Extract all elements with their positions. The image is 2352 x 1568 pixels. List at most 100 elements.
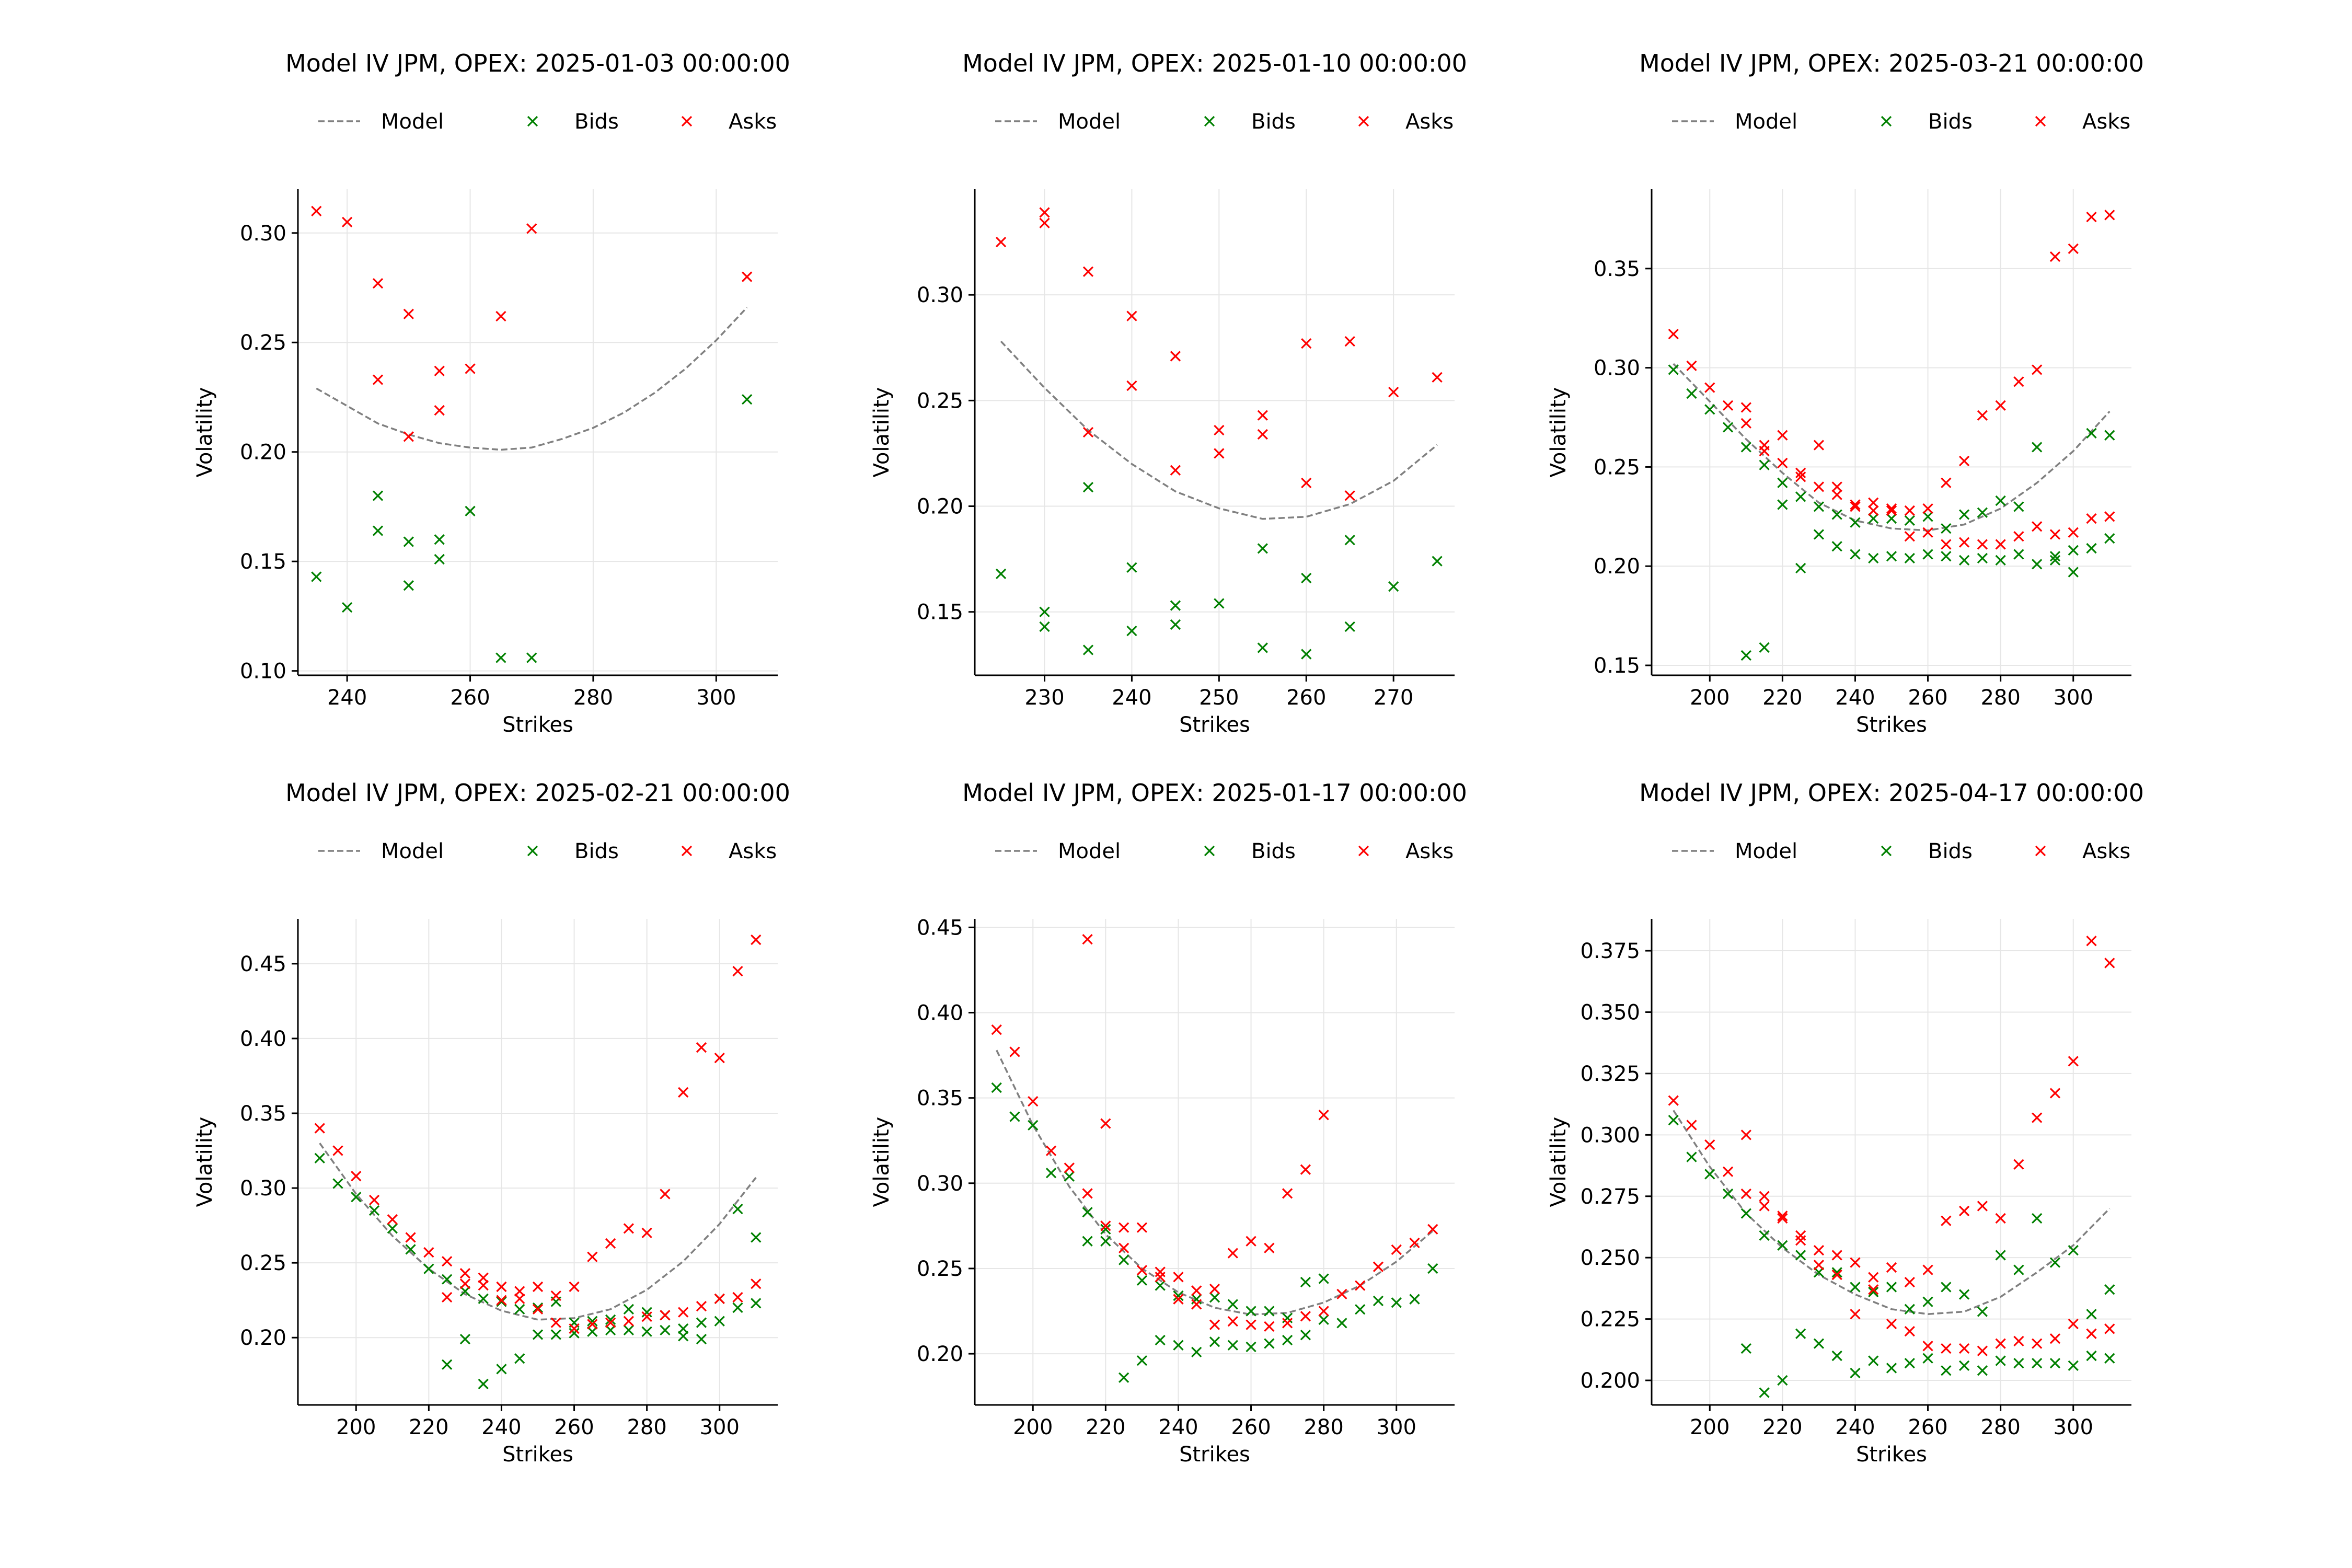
ask-point [1336,1288,1347,1300]
bid-point [2104,533,2115,544]
x-tick-label: 260 [1286,686,1326,710]
ask-point [2032,1338,2043,1349]
bid-point [2032,559,2043,570]
legend-label: Asks [2082,839,2130,863]
ask-point [2104,210,2115,221]
ask-point [311,205,322,217]
chart-panel-5: 200 220 240 260 280 300 0.20 0.25 0.30 0.35 0.40 0.… [870,779,1467,1467]
bid-point [1995,1355,2006,1366]
ask-point [641,1227,652,1239]
bid-point [1427,1263,1438,1274]
ask-point [1941,539,1952,550]
y-tick-label: 0.30 [917,1172,963,1196]
bid-point [1977,552,1988,564]
bid-point [1977,1306,1988,1317]
ask-point [1941,1215,1952,1226]
y-tick-label: 0.20 [1594,555,1640,579]
ask-point [605,1317,616,1328]
x-tick-label: 240 [1158,1415,1198,1439]
bid-point [1831,1267,1842,1278]
x-tick-label: 220 [1762,686,1802,710]
bid-point [1668,1115,1679,1126]
ask-point [2068,1318,2079,1330]
ask-point [1045,1145,1057,1156]
bid-point [1941,551,1952,562]
bid-point [2032,1213,2043,1224]
ask-point [2086,1328,2097,1339]
ask-point [696,1042,707,1053]
legend-asks-swatch [681,116,693,127]
ask-point [995,236,1007,248]
ask-point [1868,1272,1879,1283]
x-tick-label: 200 [1013,1415,1053,1439]
chart-panel-1: 240 260 280 300 0.10 0.15 0.20 0.25 0.30 Strikes V… [193,49,790,737]
ask-point [1977,1345,1988,1356]
y-tick-label: 0.225 [1580,1308,1640,1332]
ask-point [1686,1120,1697,1131]
bid-point [1126,562,1137,573]
bid-point [1977,507,1988,518]
ask-point [1777,430,1788,441]
bid-point [387,1223,398,1234]
ask-point [1759,445,1770,457]
bid-point [2086,428,2097,439]
ask-point [2032,521,2043,532]
ask-point [1831,1250,1842,1261]
ask-point [1191,1299,1202,1310]
ask-point [1704,1139,1715,1150]
bid-point [1941,523,1952,534]
bid-point [442,1359,453,1370]
ask-point [1209,1283,1220,1295]
chart-title: Model IV JPM, OPEX: 2025-03-21 00:00:00 [1639,49,2144,77]
bid-point [1039,621,1050,632]
bid-point [1977,1365,1988,1376]
ask-point [1977,410,1988,421]
ask-point [1704,382,1715,393]
legend-asks-swatch [2035,845,2046,857]
bid-point [1136,1275,1148,1286]
ask-point [1813,1244,1825,1256]
ask-point [496,1295,507,1306]
legend-asks-swatch [681,845,693,857]
ask-point [1191,1285,1202,1296]
bid-point [434,554,445,565]
ask-point [1977,539,1988,550]
bid-point [1355,1304,1366,1315]
ask-point [1922,503,1933,514]
x-tick-label: 260 [450,686,490,710]
bid-point [1282,1334,1293,1346]
y-tick-label: 0.35 [240,1102,286,1126]
bid-point [605,1324,616,1336]
ask-point [2049,251,2061,262]
ask-point [1995,1213,2006,1224]
bid-point [2013,549,2024,560]
y-tick-label: 0.10 [240,660,286,684]
bid-point [1170,600,1181,611]
model-curve [1673,363,2111,532]
legend-asks-swatch [1358,845,1369,857]
bid-point [532,1329,544,1340]
bid-point [1155,1280,1166,1291]
bid-point [1941,1365,1952,1376]
bid-point [496,1364,507,1375]
ask-point [1126,310,1137,321]
y-tick-label: 0.15 [1594,654,1640,678]
ask-point [1904,1325,1915,1337]
ask-point [1136,1265,1148,1276]
ask-point [550,1317,561,1328]
bid-point [1388,581,1399,592]
ask-point [332,1145,343,1156]
chart-title: Model IV JPM, OPEX: 2025-02-21 00:00:00 [285,779,790,807]
bid-point [514,1304,525,1315]
bid-point [696,1333,707,1345]
bid-point [1126,625,1137,637]
ask-point [1257,410,1268,421]
y-axis-label: Volatility [1547,1117,1571,1207]
bid-point [678,1323,689,1334]
ask-point [1214,448,1225,459]
bid-point [732,1204,743,1215]
ask-point [1831,489,1842,500]
bid-point [1264,1306,1275,1317]
ask-point [1432,372,1443,383]
ask-point [1868,505,1879,516]
